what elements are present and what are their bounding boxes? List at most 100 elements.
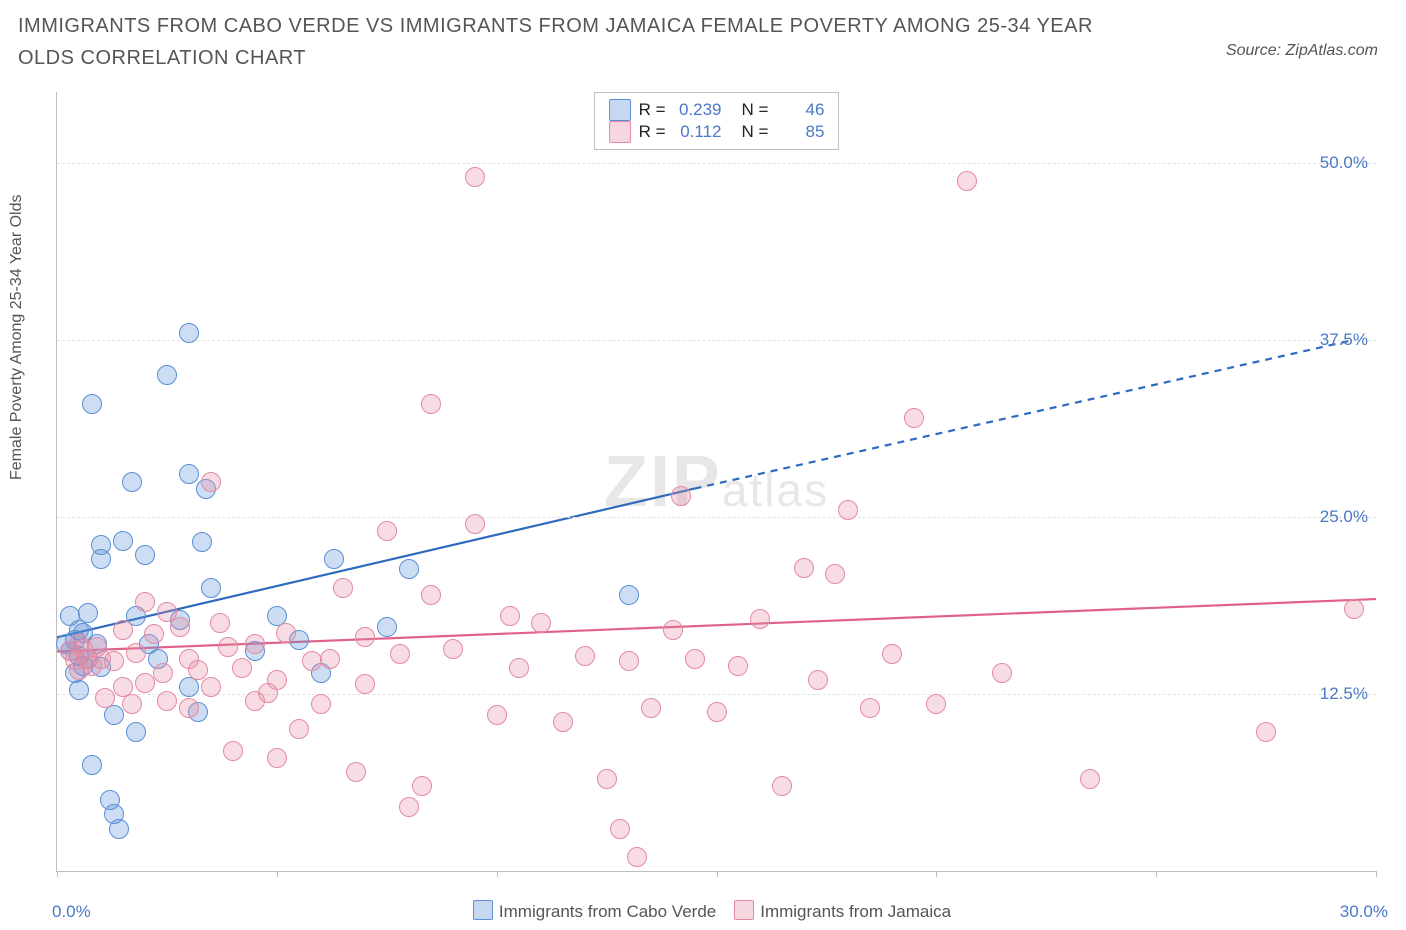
data-point bbox=[126, 643, 146, 663]
data-point bbox=[575, 646, 595, 666]
stats-row: R = 0.112 N = 85 bbox=[609, 121, 825, 143]
data-point bbox=[157, 691, 177, 711]
legend-swatch-icon bbox=[609, 121, 631, 143]
y-axis-label: Female Poverty Among 25-34 Year Olds bbox=[8, 195, 26, 481]
stat-r-label: R = bbox=[639, 122, 666, 142]
y-tick-label: 50.0% bbox=[1320, 153, 1368, 173]
data-point bbox=[144, 624, 164, 644]
stat-r-value: 0.239 bbox=[674, 100, 722, 120]
data-point bbox=[113, 620, 133, 640]
data-point bbox=[179, 464, 199, 484]
data-point bbox=[685, 649, 705, 669]
data-point bbox=[82, 755, 102, 775]
trend-line bbox=[57, 489, 695, 638]
data-point bbox=[126, 722, 146, 742]
x-tick bbox=[1376, 871, 1377, 877]
data-point bbox=[377, 617, 397, 637]
data-point bbox=[218, 637, 238, 657]
x-tick bbox=[1156, 871, 1157, 877]
legend-label: Immigrants from Cabo Verde bbox=[499, 902, 716, 921]
data-point bbox=[772, 776, 792, 796]
legend-label: Immigrants from Jamaica bbox=[760, 902, 951, 921]
data-point bbox=[179, 323, 199, 343]
data-point bbox=[619, 651, 639, 671]
data-point bbox=[707, 702, 727, 722]
trend-line bbox=[695, 340, 1355, 489]
data-point bbox=[399, 559, 419, 579]
stats-row: R = 0.239N = 46 bbox=[609, 99, 825, 121]
data-point bbox=[192, 532, 212, 552]
legend-swatch-icon bbox=[609, 99, 631, 121]
data-point bbox=[926, 694, 946, 714]
correlation-stats-box: R = 0.239N = 46R = 0.112 N = 85 bbox=[594, 92, 840, 150]
data-point bbox=[443, 639, 463, 659]
gridline bbox=[57, 340, 1376, 341]
data-point bbox=[531, 613, 551, 633]
data-point bbox=[267, 670, 287, 690]
data-point bbox=[728, 656, 748, 676]
data-point bbox=[355, 674, 375, 694]
stat-r-label: R = bbox=[639, 100, 666, 120]
data-point bbox=[135, 545, 155, 565]
data-point bbox=[201, 677, 221, 697]
data-point bbox=[671, 486, 691, 506]
data-point bbox=[412, 776, 432, 796]
data-point bbox=[487, 705, 507, 725]
stat-n-value: 85 bbox=[776, 122, 824, 142]
x-tick bbox=[497, 871, 498, 877]
data-point bbox=[1256, 722, 1276, 742]
data-point bbox=[610, 819, 630, 839]
data-point bbox=[750, 609, 770, 629]
source-attribution: Source: ZipAtlas.com bbox=[1226, 42, 1378, 60]
data-point bbox=[95, 688, 115, 708]
data-point bbox=[232, 658, 252, 678]
data-point bbox=[210, 613, 230, 633]
y-tick-label: 37.5% bbox=[1320, 330, 1368, 350]
data-point bbox=[509, 658, 529, 678]
data-point bbox=[355, 627, 375, 647]
data-point bbox=[399, 797, 419, 817]
data-point bbox=[109, 819, 129, 839]
data-point bbox=[179, 698, 199, 718]
data-point bbox=[553, 712, 573, 732]
stat-n-label: N = bbox=[742, 122, 769, 142]
x-tick bbox=[717, 871, 718, 877]
data-point bbox=[377, 521, 397, 541]
data-point bbox=[276, 623, 296, 643]
data-point bbox=[223, 741, 243, 761]
data-point bbox=[1080, 769, 1100, 789]
trend-lines bbox=[57, 92, 1376, 871]
data-point bbox=[267, 748, 287, 768]
data-point bbox=[122, 694, 142, 714]
data-point bbox=[157, 365, 177, 385]
data-point bbox=[957, 171, 977, 191]
data-point bbox=[69, 680, 89, 700]
data-point bbox=[324, 549, 344, 569]
data-point bbox=[153, 663, 173, 683]
data-point bbox=[179, 677, 199, 697]
x-tick bbox=[277, 871, 278, 877]
data-point bbox=[333, 578, 353, 598]
data-point bbox=[838, 500, 858, 520]
data-point bbox=[390, 644, 410, 664]
data-point bbox=[245, 634, 265, 654]
stat-n-value: 46 bbox=[776, 100, 824, 120]
data-point bbox=[320, 649, 340, 669]
data-point bbox=[597, 769, 617, 789]
gridline bbox=[57, 163, 1376, 164]
data-point bbox=[201, 578, 221, 598]
data-point bbox=[104, 651, 124, 671]
data-point bbox=[882, 644, 902, 664]
data-point bbox=[808, 670, 828, 690]
data-point bbox=[860, 698, 880, 718]
data-point bbox=[500, 606, 520, 626]
data-point bbox=[825, 564, 845, 584]
data-point bbox=[82, 394, 102, 414]
data-point bbox=[170, 617, 190, 637]
y-tick-label: 12.5% bbox=[1320, 684, 1368, 704]
data-point bbox=[311, 694, 331, 714]
stat-r-value: 0.112 bbox=[674, 122, 722, 142]
x-tick bbox=[936, 871, 937, 877]
data-point bbox=[135, 592, 155, 612]
data-point bbox=[113, 531, 133, 551]
